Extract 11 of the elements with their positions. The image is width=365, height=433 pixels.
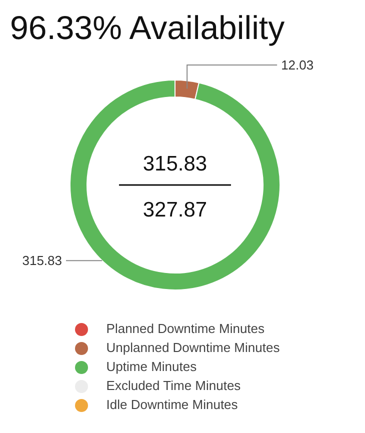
chart-title: 96.33% Availability: [9, 8, 286, 48]
legend-label: Unplanned Downtime Minutes: [106, 340, 280, 355]
legend-label: Uptime Minutes: [106, 359, 197, 374]
legend-label: Planned Downtime Minutes: [106, 321, 265, 336]
text: 315.83: [142, 152, 208, 176]
data-label: 315.83: [22, 253, 62, 268]
legend-label: Idle Downtime Minutes: [106, 397, 238, 412]
legend-label: Excluded Time Minutes: [106, 378, 241, 393]
text: 327.87: [142, 198, 208, 222]
donut-slice: [70, 80, 280, 290]
data-label: 12.03: [281, 58, 314, 73]
